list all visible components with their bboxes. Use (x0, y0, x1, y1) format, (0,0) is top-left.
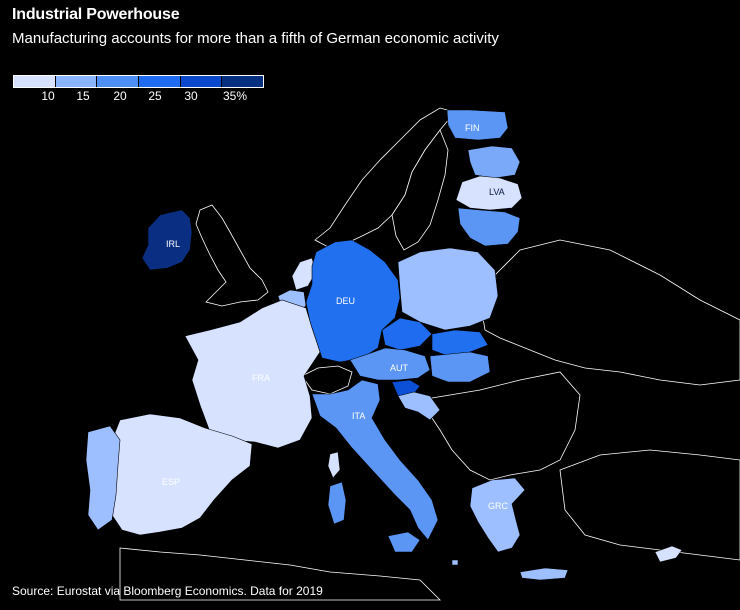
legend-swatch-4 (139, 76, 181, 87)
country-svk (431, 329, 489, 357)
country-hrv (397, 391, 441, 421)
legend-label-25: 25 (148, 89, 162, 103)
country-prt (85, 425, 121, 531)
legend-label-15: 15 (76, 89, 90, 103)
country-aut (349, 347, 431, 381)
country-cze (381, 317, 433, 351)
sweden (391, 129, 449, 251)
label-deu: DEU (336, 296, 355, 306)
turkey (559, 449, 740, 561)
label-aut: AUT (390, 363, 409, 373)
country-ltu (457, 207, 521, 247)
label-irl: IRL (166, 239, 180, 249)
country-fin (446, 109, 509, 141)
legend-swatch-5 (180, 76, 223, 87)
balkans (419, 371, 581, 481)
country-grc (469, 477, 526, 553)
chart-subtitle: Manufacturing accounts for more than a f… (12, 30, 499, 47)
label-fra: FRA (252, 373, 270, 383)
label-lva: LVA (489, 187, 505, 197)
country-ita-sardinia (327, 481, 347, 525)
legend-label-35: 35% (222, 89, 248, 103)
country-ita (311, 379, 439, 541)
country-lva (455, 175, 523, 211)
legend-label-30: 30 (184, 89, 198, 103)
color-legend: 10 15 20 25 30 35% (13, 75, 264, 103)
legend-label-20: 20 (113, 89, 127, 103)
label-fin: FIN (465, 123, 480, 133)
country-cyp (654, 545, 683, 563)
legend-bar (13, 75, 264, 88)
switzerland (301, 365, 353, 395)
source-note: Source: Eurostat via Bloomberg Economics… (12, 584, 323, 598)
country-irl (141, 209, 193, 271)
country-grc-crete (519, 567, 569, 581)
country-fra-corsica (327, 451, 341, 479)
label-grc: GRC (488, 501, 509, 511)
eastern-europe (479, 239, 740, 386)
legend-swatch-6 (222, 76, 264, 87)
legend-label-10: 10 (41, 89, 55, 103)
great-britain (195, 204, 269, 307)
country-deu (305, 239, 401, 363)
legend-labels: 10 15 20 25 30 35% (13, 88, 264, 103)
country-fra (184, 299, 321, 449)
country-hun (429, 351, 491, 383)
non-eu-outlines (119, 107, 740, 601)
legend-swatch-2 (55, 76, 98, 87)
legend-swatch-3 (97, 76, 140, 87)
label-esp: ESP (162, 477, 180, 487)
north-africa (119, 547, 441, 601)
country-est (467, 145, 521, 179)
chart-title: Industrial Powerhouse (12, 6, 180, 23)
legend-swatch-1 (14, 76, 56, 87)
country-ita-sicily (387, 531, 421, 553)
label-ita: ITA (352, 411, 365, 421)
country-pol (397, 247, 499, 331)
country-mlt (451, 559, 459, 566)
